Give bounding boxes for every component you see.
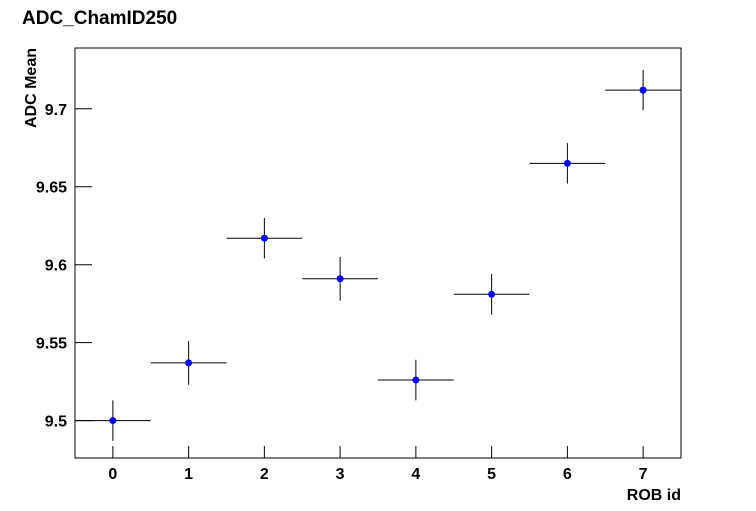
- data-point: [336, 275, 344, 283]
- data-point: [639, 86, 647, 94]
- chart-title: ADC_ChamID250: [22, 8, 177, 29]
- data-point: [260, 234, 268, 242]
- x-tick-label: 2: [260, 466, 269, 483]
- y-axis-label: ADC Mean: [23, 48, 40, 128]
- data-point: [563, 159, 571, 167]
- x-axis-label: ROB id: [627, 487, 681, 504]
- x-tick-label: 0: [108, 466, 117, 483]
- y-tick-label: 9.5: [45, 414, 67, 431]
- x-tick-label: 3: [336, 466, 345, 483]
- y-tick-label: 9.55: [36, 336, 67, 353]
- y-tick-label: 9.7: [45, 102, 67, 119]
- data-point: [412, 376, 420, 384]
- y-tick-label: 9.6: [45, 258, 67, 275]
- plot-frame: [74, 47, 682, 459]
- x-tick-label: 4: [411, 466, 420, 483]
- y-tick-label: 9.65: [36, 180, 67, 197]
- data-point: [109, 417, 117, 425]
- x-tick-label: 5: [487, 466, 496, 483]
- x-tick-label: 7: [639, 466, 648, 483]
- x-tick-label: 1: [184, 466, 193, 483]
- x-tick-label: 6: [563, 466, 572, 483]
- data-point: [488, 290, 496, 298]
- data-point: [185, 359, 193, 367]
